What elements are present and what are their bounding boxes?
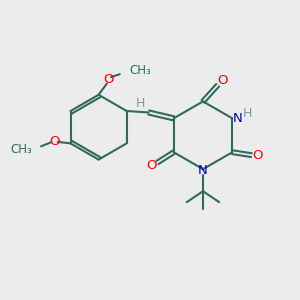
Text: CH₃: CH₃	[129, 64, 151, 77]
Text: H: H	[136, 97, 145, 110]
Text: O: O	[49, 135, 60, 148]
Text: N: N	[233, 112, 242, 125]
Text: O: O	[103, 73, 114, 86]
Text: CH₃: CH₃	[10, 143, 32, 156]
Text: O: O	[218, 74, 228, 87]
Text: O: O	[252, 149, 262, 162]
Text: H: H	[243, 106, 252, 119]
Text: O: O	[146, 159, 157, 172]
Text: N: N	[198, 164, 208, 176]
